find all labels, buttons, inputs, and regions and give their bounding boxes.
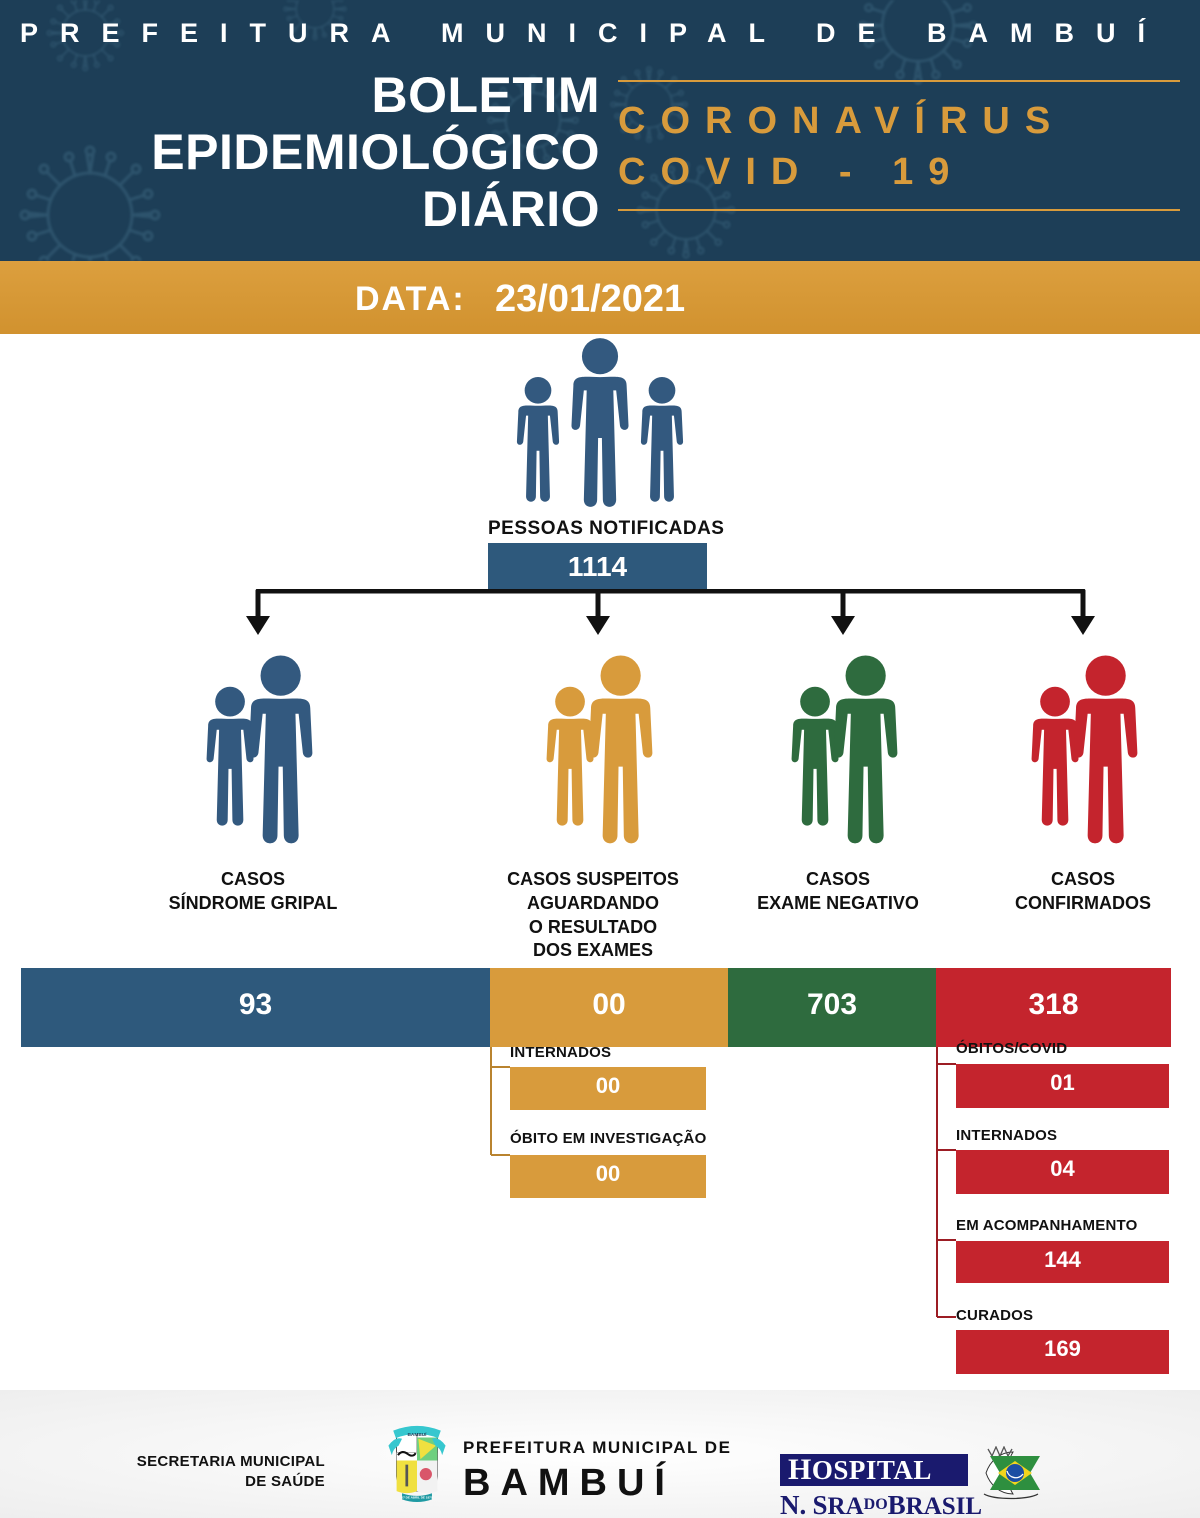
svg-text:07 DE ABRIL DE 1870: 07 DE ABRIL DE 1870 xyxy=(401,1496,432,1500)
svg-text:HOSPITAL: HOSPITAL xyxy=(788,1453,932,1486)
svg-text:N. SRADOBRASIL: N. SRADOBRASIL xyxy=(780,1490,982,1518)
